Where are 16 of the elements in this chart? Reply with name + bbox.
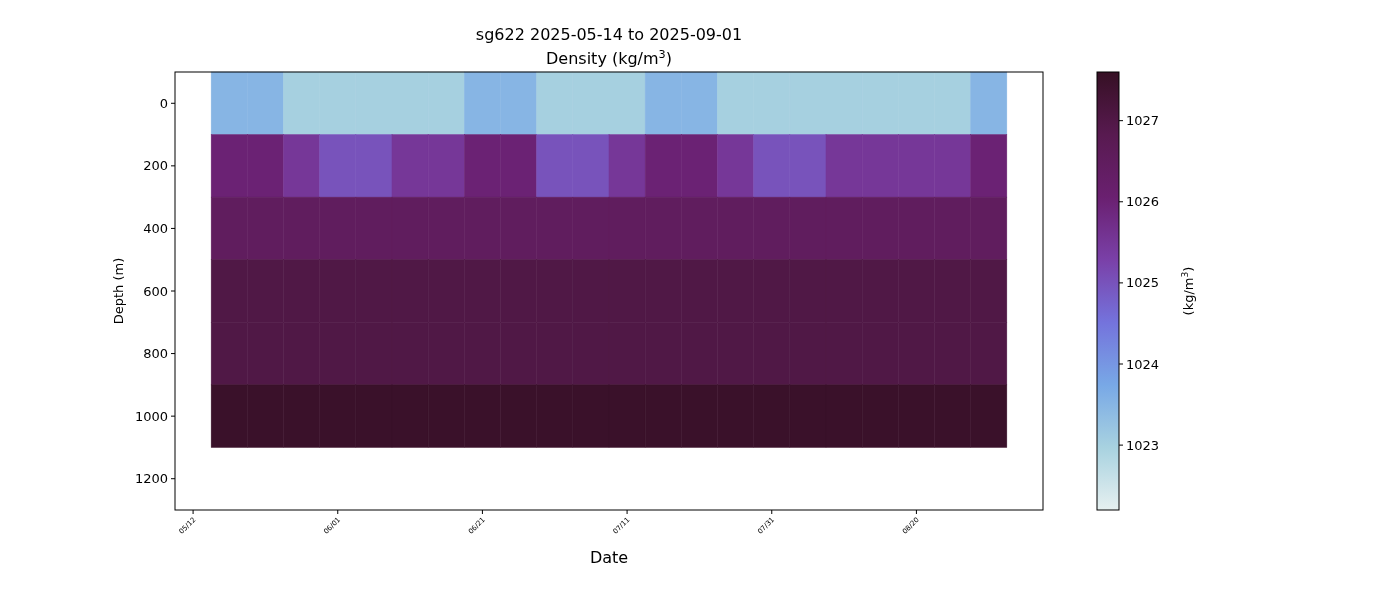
chart-title: sg622 2025-05-14 to 2025-09-01: [475, 25, 743, 44]
color-bar-label: 1023: [1126, 437, 1160, 453]
color-bar-label: 1024: [1126, 356, 1160, 372]
y-tick-label: 200: [143, 158, 168, 174]
y-axis-title: Depth (m): [111, 257, 126, 325]
color-bar-label: 1025: [1126, 275, 1160, 291]
y-tick-label: 600: [143, 283, 168, 299]
y-tick-label: 1000: [134, 408, 168, 424]
color-bar-label: 1026: [1126, 194, 1160, 210]
y-tick-label: 0: [159, 95, 168, 111]
chart-subtitle: Density (kg/m$^{3}$): [546, 47, 672, 68]
y-tick-label: 800: [143, 346, 168, 362]
y-tick-label: 1200: [134, 471, 168, 487]
y-tick-label: 400: [143, 220, 168, 236]
x-axis-title: Date: [589, 548, 629, 567]
color-bar-label: 1027: [1126, 113, 1160, 129]
